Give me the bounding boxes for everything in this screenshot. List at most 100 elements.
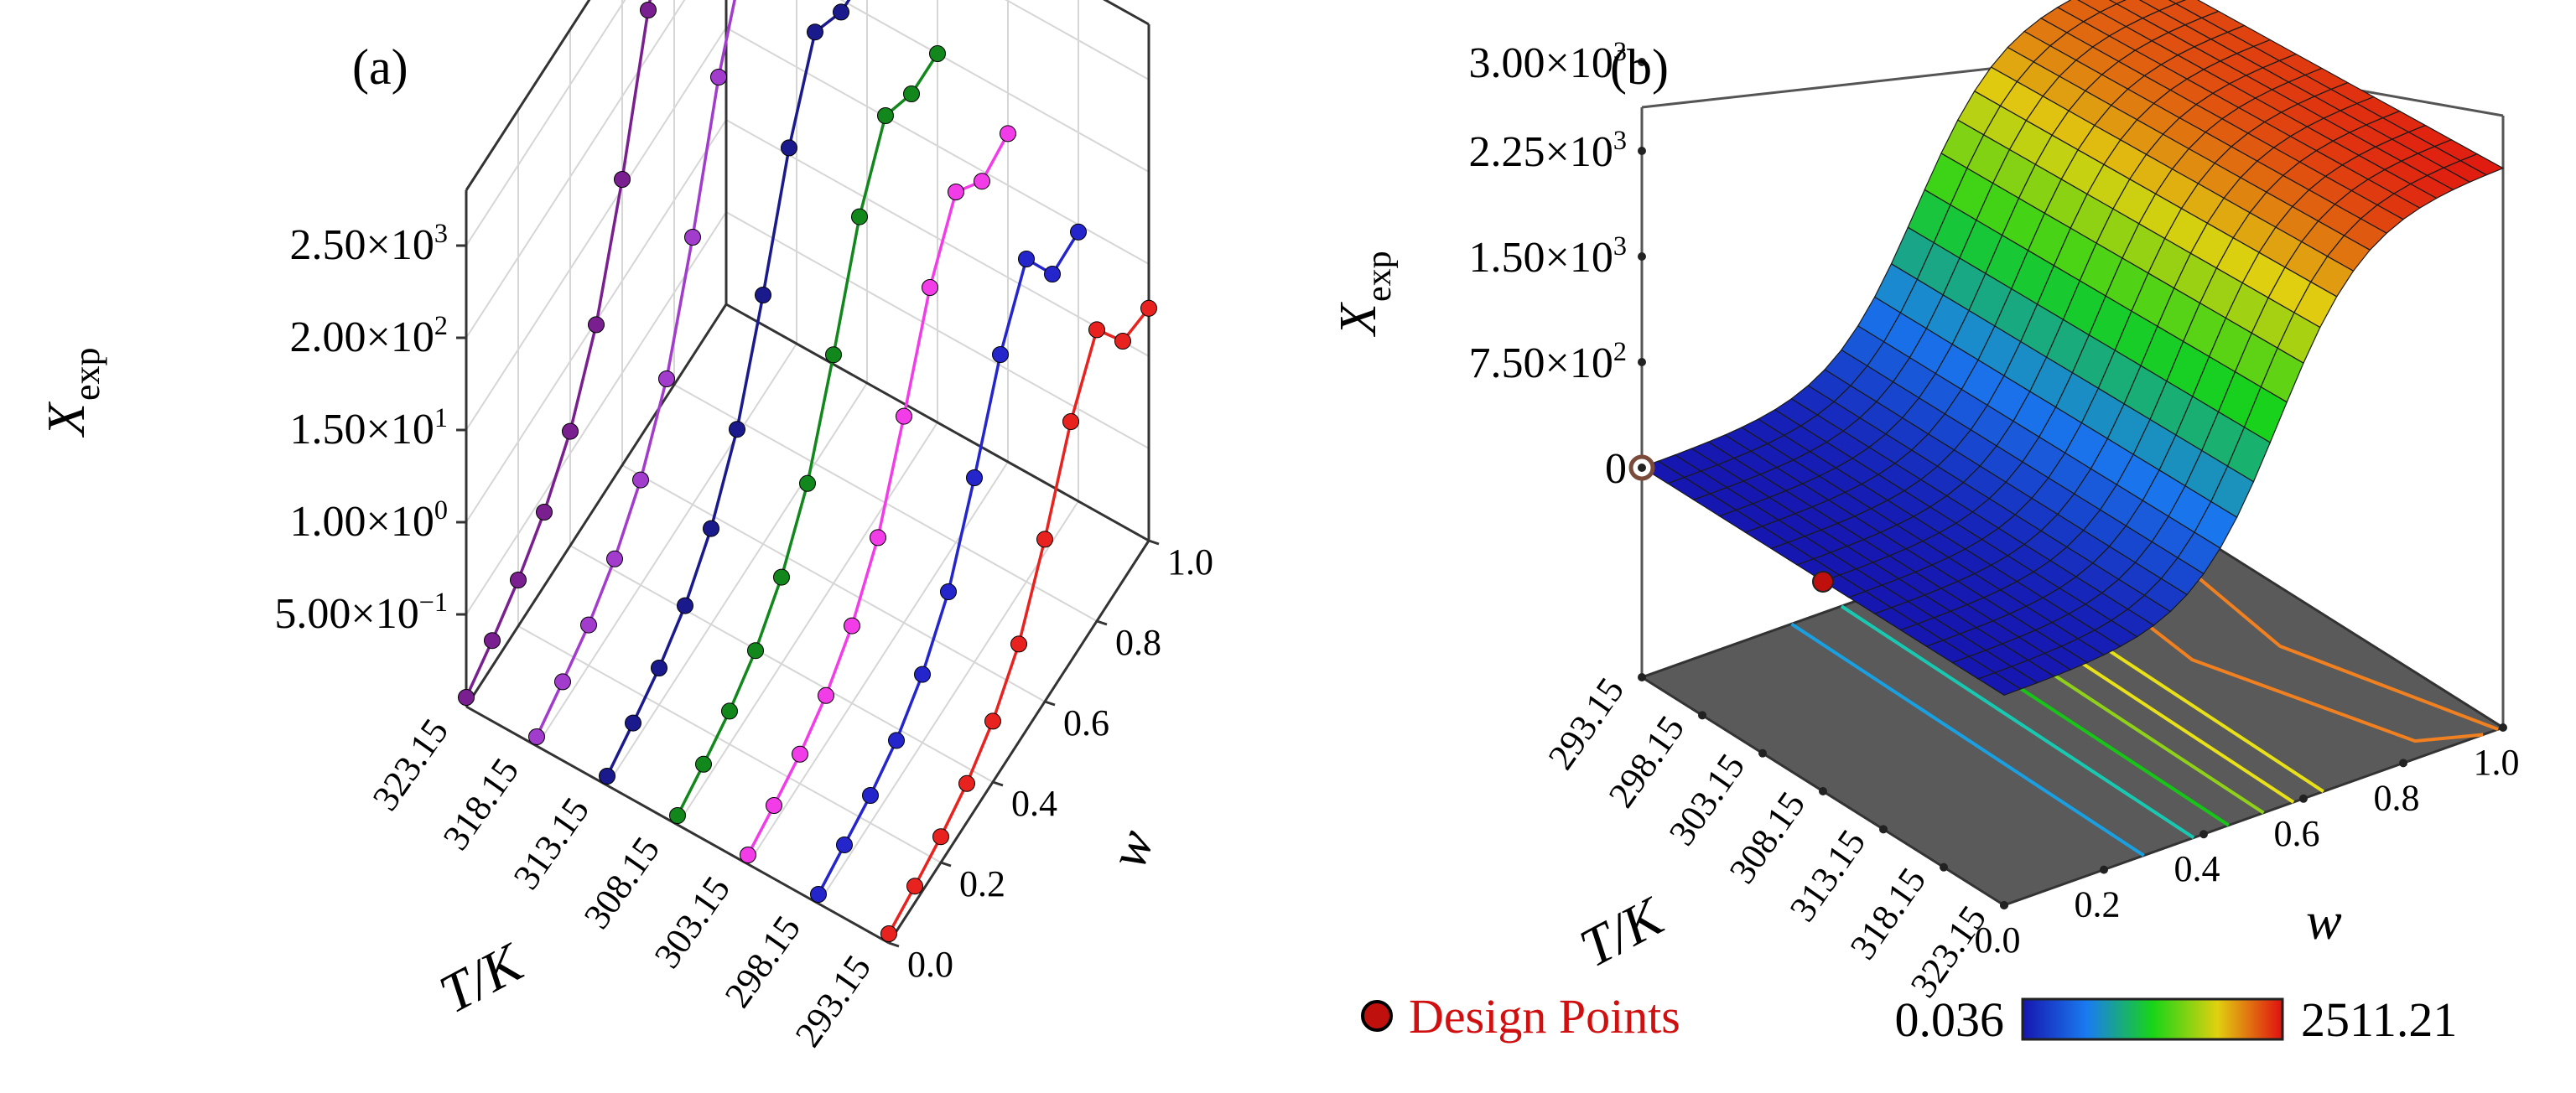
frame-edge [465, 705, 890, 945]
z-tick-label: 1.50×103 [1469, 231, 1627, 282]
contour-line [1790, 622, 2145, 857]
series-point [484, 632, 501, 650]
w-tick-label: 0.8 [2374, 777, 2420, 818]
floor-grid-t [747, 461, 1009, 865]
series-point [810, 886, 827, 903]
panel-a-ylabel: X exp [36, 347, 107, 438]
series-point [807, 23, 823, 41]
series-point [781, 139, 797, 157]
w-tick-mark [888, 941, 900, 948]
w-tick-label: 0.2 [2075, 884, 2121, 925]
t-tick-label: 293.15 [1540, 671, 1633, 777]
z-tick-label: 5.00×10−1 [274, 587, 448, 638]
floor-grid-t [536, 343, 797, 747]
series-point [974, 173, 990, 190]
w-tick-mark [2199, 830, 2208, 839]
t-tick-label: 293.15 [787, 948, 880, 1054]
w-tick-mark [2100, 865, 2108, 874]
series-line-308-15-K [676, 53, 939, 816]
z-tick-mark [1638, 464, 1646, 472]
t-tick-label: 313.15 [1782, 822, 1874, 929]
surface-patch [2459, 153, 2505, 176]
series-line-318-15-K [535, 0, 736, 738]
floor-grid-t [818, 500, 1079, 904]
panel-b-surface [1640, 0, 2505, 696]
z-tick-mark [1638, 58, 1646, 66]
series-point [836, 837, 853, 853]
t-tick-mark [1879, 825, 1888, 834]
w-tick-mark [2499, 723, 2507, 732]
z-tick-label: 2.50×103 [290, 218, 448, 269]
contour-line [1840, 604, 2195, 840]
series-point [1088, 321, 1105, 339]
series-point [851, 208, 868, 225]
series-point [992, 346, 1009, 363]
series-point [958, 774, 975, 792]
t-tick-label: 308.15 [576, 830, 668, 936]
panel-b-label: (b) [1610, 39, 1669, 95]
surface-patch [2168, 0, 2187, 4]
series-point [818, 686, 834, 704]
series-point [1000, 125, 1016, 142]
side-wall-grid-h [465, 27, 727, 431]
w-tick-mark [1148, 539, 1160, 546]
series-point [844, 617, 860, 635]
series-point [880, 925, 897, 942]
t-tick-label: 303.15 [1661, 746, 1753, 852]
z-tick-mark [1638, 252, 1646, 261]
z-tick-label: 2.25×103 [1469, 125, 1627, 176]
series-point [614, 171, 631, 188]
series-point [799, 474, 816, 492]
series-point [632, 471, 649, 489]
frame-edge [725, 303, 1150, 542]
panel-a-ylabel-sub: exp [66, 347, 107, 401]
series-point [710, 69, 727, 85]
series-point [1044, 266, 1061, 282]
series-point [528, 728, 545, 745]
series-point [677, 597, 693, 614]
colorbar-gradient [2021, 997, 2284, 1041]
floor-grid-t [677, 422, 938, 826]
z-tick-label: 7.50×102 [1469, 336, 1627, 387]
series-line-303-15-K [746, 132, 1010, 856]
t-tick-label: 318.15 [1842, 860, 1935, 966]
series-line-323-15-K [465, 0, 652, 698]
series-point [929, 45, 946, 62]
series-point [625, 714, 641, 732]
t-tick-mark [1940, 862, 1948, 872]
series-point [984, 712, 1001, 730]
series-point [588, 316, 605, 334]
panel-b-ylabel-sub: exp [1360, 251, 1399, 302]
panel-b-ylabel: X exp [1330, 251, 1399, 338]
z-tick-mark [1638, 358, 1646, 366]
panel-a-frame [465, 0, 1150, 945]
frame-edge [465, 0, 591, 191]
w-tick-label: 0.8 [1115, 622, 1161, 663]
series-point [966, 469, 983, 486]
series-point [773, 568, 790, 586]
panel-b-colorbar: 0.036 2511.21 [1895, 992, 2458, 1047]
t-tick-mark [1819, 787, 1827, 795]
series-point [740, 847, 756, 863]
back-wall-grid-h [1005, 0, 1150, 80]
t-tick-label: 298.15 [717, 909, 809, 1015]
colorbar-min-label: 0.036 [1895, 992, 2005, 1047]
w-tick-label: 1.0 [2474, 742, 2520, 783]
w-tick-mark [1096, 619, 1108, 626]
legend-design-points-label: Design Points [1409, 989, 1680, 1044]
t-tick-label: 323.15 [365, 712, 457, 818]
w-tick-mark [2299, 794, 2308, 803]
back-wall-grid-h [725, 211, 1150, 449]
series-point [721, 702, 738, 720]
floor-grid-t [606, 382, 868, 786]
z-tick-mark [1638, 147, 1646, 155]
series-point [669, 807, 686, 824]
t-tick-mark [1758, 749, 1767, 758]
series-point [906, 878, 923, 895]
panel-a-label: (a) [352, 39, 408, 95]
z-tick-label: 0 [1605, 445, 1627, 493]
t-tick-label: 313.15 [506, 790, 598, 897]
side-wall-grid-h [465, 0, 626, 246]
panel-b-ylabel-main: X [1330, 302, 1387, 338]
panel-b-wlabel: w [2306, 891, 2342, 951]
